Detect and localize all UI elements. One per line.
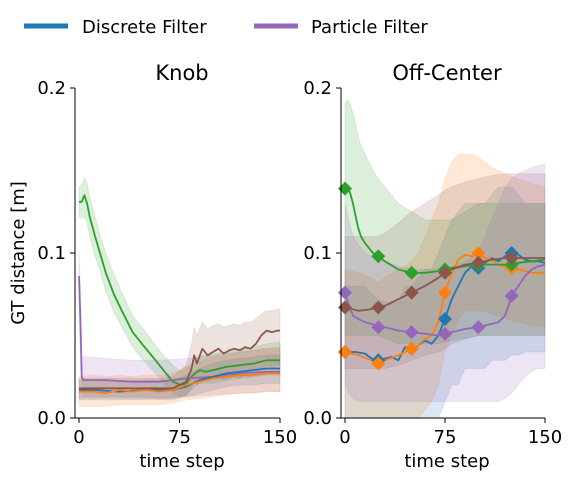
legend-label-particle-filter: Particle Filter [311, 17, 428, 38]
series-marker-off-center-3-2 [404, 285, 419, 300]
plot-area-off-center [338, 98, 546, 419]
y-tick-label-knob-0: 0.0 [37, 408, 66, 429]
confidence-band-knob-1 [78, 252, 281, 399]
chart-title-off-center: Off-Center [392, 61, 502, 85]
series-marker-off-center-0-3 [438, 312, 452, 326]
series-marker-off-center-3-1 [371, 300, 386, 315]
series-line-knob-4 [79, 329, 280, 390]
x-tick-label-off-center-0: 0 [339, 427, 350, 448]
series-line-off-center-2 [344, 186, 546, 274]
y-tick-label-off-center-2: 0.2 [303, 78, 332, 99]
legend: Discrete Filter Particle Filter [24, 17, 428, 38]
x-tick-label-knob-0: 0 [73, 427, 84, 448]
series-marker-off-center-1-1 [371, 356, 386, 371]
series-marker-off-center-4-1 [371, 320, 386, 335]
x-axis-label-off-center: time step [404, 451, 489, 472]
y-tick-label-knob-1: 0.1 [37, 243, 66, 264]
y-tick-label-off-center-1: 0.1 [303, 243, 332, 264]
series-marker-off-center-3-5 [504, 250, 519, 265]
y-tick-label-knob-2: 0.2 [37, 78, 66, 99]
chart-panel-off-center: Off-Center 0 75 150 0.0 0.1 0.2 time step [303, 61, 562, 472]
series-marker-off-center-4-3 [438, 326, 452, 341]
x-tick-label-off-center-2: 150 [528, 427, 562, 448]
plot-area-knob [78, 175, 281, 407]
chart-title-knob: Knob [155, 61, 208, 85]
series-marker-off-center-3-4 [471, 255, 486, 270]
series-marker-off-center-1-2 [404, 341, 419, 356]
chart-panel-knob: Knob 0 75 150 0.0 0.1 0.2 time step GT distan… [8, 61, 297, 472]
series-marker-off-center-1-3 [438, 285, 452, 300]
ticks-off-center: 0 75 150 0.0 0.1 0.2 [303, 78, 562, 448]
series-marker-off-center-4-2 [404, 325, 419, 340]
x-tick-label-knob-1: 75 [168, 427, 191, 448]
series-marker-off-center-4-5 [504, 288, 519, 303]
series-marker-off-center-4-4 [471, 320, 486, 335]
confidence-band-off-center-4 [344, 163, 546, 402]
series-line-knob-0 [79, 194, 280, 386]
series-marker-off-center-2-1 [371, 249, 386, 264]
y-tick-label-off-center-0: 0.0 [303, 408, 332, 429]
series-marker-off-center-3-3 [438, 265, 452, 280]
x-tick-label-off-center-1: 75 [434, 427, 457, 448]
y-axis-label: GT distance [m] [8, 181, 29, 325]
x-tick-label-knob-2: 150 [263, 427, 297, 448]
series-line-knob-3 [79, 372, 280, 395]
ticks-knob: 0 75 150 0.0 0.1 0.2 [37, 78, 297, 448]
series-marker-off-center-2-2 [404, 265, 419, 280]
series-marker-off-center-1-4 [471, 246, 486, 260]
confidence-band-off-center-2 [344, 98, 546, 345]
legend-label-discrete-filter: Discrete Filter [82, 17, 207, 38]
series-line-knob-2 [79, 367, 280, 393]
x-axis-label-knob: time step [139, 451, 224, 472]
series-line-knob-1 [78, 276, 280, 383]
